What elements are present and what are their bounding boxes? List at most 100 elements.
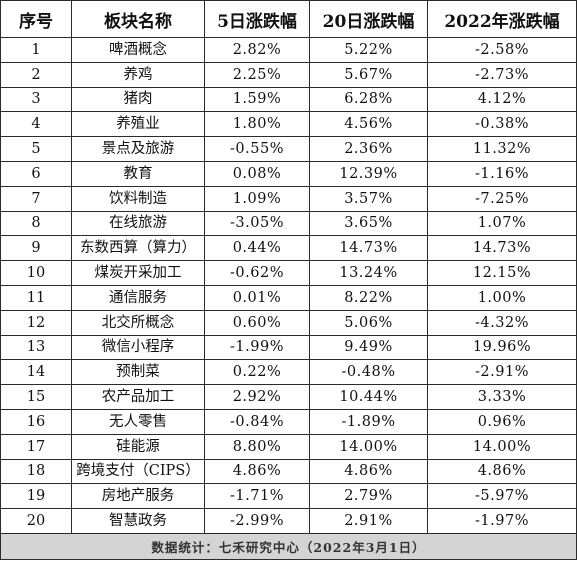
row-index-cell: 18 — [0, 458, 72, 485]
row-index-cell: 3 — [0, 86, 72, 113]
footer-row: 数据统计：七禾研究中心（2022年3月1日） — [0, 532, 577, 560]
table-row: 2 养鸡 2.25% 5.67% -2.73% — [0, 61, 577, 88]
row-index-cell: 16 — [0, 408, 72, 435]
header-cell-5day-change: 5日涨跌幅 — [204, 0, 310, 38]
change-2022-cell: -4.32% — [427, 309, 577, 336]
change-5day-cell: 1.09% — [204, 185, 310, 212]
change-2022-cell: 14.73% — [427, 235, 577, 262]
table-row: 11 通信服务 0.01% 8.22% 1.00% — [0, 284, 577, 311]
table-row: 17 硅能源 8.80% 14.00% 14.00% — [0, 433, 577, 460]
change-20day-cell: 5.06% — [309, 309, 428, 336]
change-5day-cell: 1.59% — [204, 86, 310, 113]
change-20day-cell: 14.73% — [309, 235, 428, 262]
table-row: 15 农产品加工 2.92% 10.44% 3.33% — [0, 384, 577, 410]
sector-name-cell: 养殖业 — [71, 111, 205, 138]
change-2022-cell: 19.96% — [427, 334, 577, 361]
header-cell-20day-change: 20日涨跌幅 — [309, 0, 428, 38]
row-index-cell: 20 — [0, 508, 72, 534]
change-20day-cell: -0.48% — [309, 359, 428, 386]
change-20day-cell: 4.56% — [309, 111, 428, 138]
sector-name-cell: 煤炭开采加工 — [71, 260, 205, 286]
sector-name-cell: 教育 — [71, 160, 205, 187]
sector-name-cell: 房地产服务 — [71, 483, 205, 510]
change-20day-cell: 5.67% — [309, 61, 428, 88]
change-5day-cell: -1.99% — [204, 334, 310, 361]
row-index-cell: 5 — [0, 136, 72, 162]
change-20day-cell: 4.86% — [309, 458, 428, 485]
change-5day-cell: 1.80% — [204, 111, 310, 138]
sector-name-cell: 硅能源 — [71, 433, 205, 460]
change-5day-cell: -0.55% — [204, 136, 310, 162]
change-2022-cell: 11.32% — [427, 136, 577, 162]
row-index-cell: 2 — [0, 61, 72, 88]
row-index-cell: 8 — [0, 210, 72, 237]
sector-name-cell: 猪肉 — [71, 86, 205, 113]
data-source-note: 数据统计：七禾研究中心（2022年3月1日） — [0, 532, 577, 560]
table-row: 4 养殖业 1.80% 4.56% -0.38% — [0, 111, 577, 138]
table-row: 5 景点及旅游 -0.55% 2.36% 11.32% — [0, 136, 577, 162]
change-2022-cell: 1.00% — [427, 284, 577, 311]
sector-name-cell: 在线旅游 — [71, 210, 205, 237]
sector-name-cell: 通信服务 — [71, 284, 205, 311]
change-20day-cell: 5.22% — [309, 37, 428, 63]
header-cell-2022-change: 2022年涨跌幅 — [427, 0, 577, 38]
table-row: 12 北交所概念 0.60% 5.06% -4.32% — [0, 309, 577, 336]
sector-name-cell: 养鸡 — [71, 61, 205, 88]
table-body: 1 啤酒概念 2.82% 5.22% -2.58% 2 养鸡 2.25% 5.67% -2.73%… — [0, 37, 577, 534]
change-2022-cell: 12.15% — [427, 260, 577, 286]
sector-name-cell: 北交所概念 — [71, 309, 205, 336]
change-2022-cell: -0.38% — [427, 111, 577, 138]
sector-name-cell: 预制菜 — [71, 359, 205, 386]
sector-name-cell: 跨境支付（CIPS） — [71, 458, 205, 485]
change-2022-cell: -1.16% — [427, 160, 577, 187]
sector-name-cell: 东数西算（算力） — [71, 235, 205, 262]
row-index-cell: 6 — [0, 160, 72, 187]
change-2022-cell: 0.96% — [427, 408, 577, 435]
header-row: 序号 板块名称 5日涨跌幅 20日涨跌幅 2022年涨跌幅 — [0, 0, 577, 38]
change-5day-cell: 8.80% — [204, 433, 310, 460]
table-row: 19 房地产服务 -1.71% 2.79% -5.97% — [0, 483, 577, 510]
row-index-cell: 11 — [0, 284, 72, 311]
change-20day-cell: 6.28% — [309, 86, 428, 113]
change-2022-cell: 4.12% — [427, 86, 577, 113]
header-cell-sector-name: 板块名称 — [71, 0, 205, 38]
table-row: 7 饮料制造 1.09% 3.57% -7.25% — [0, 185, 577, 212]
table-row: 18 跨境支付（CIPS） 4.86% 4.86% 4.86% — [0, 458, 577, 485]
change-5day-cell: 2.25% — [204, 61, 310, 88]
row-index-cell: 14 — [0, 359, 72, 386]
change-20day-cell: 13.24% — [309, 260, 428, 286]
table-row: 13 微信小程序 -1.99% 9.49% 19.96% — [0, 334, 577, 361]
change-20day-cell: 12.39% — [309, 160, 428, 187]
change-5day-cell: 0.44% — [204, 235, 310, 262]
header-cell-index: 序号 — [0, 0, 72, 38]
change-5day-cell: -0.84% — [204, 408, 310, 435]
table-row: 10 煤炭开采加工 -0.62% 13.24% 12.15% — [0, 260, 577, 286]
sector-name-cell: 农产品加工 — [71, 384, 205, 410]
change-20day-cell: -1.89% — [309, 408, 428, 435]
sector-name-cell: 饮料制造 — [71, 185, 205, 212]
change-5day-cell: -1.71% — [204, 483, 310, 510]
change-20day-cell: 2.36% — [309, 136, 428, 162]
row-index-cell: 17 — [0, 433, 72, 460]
table-row: 3 猪肉 1.59% 6.28% 4.12% — [0, 86, 577, 113]
table-row: 1 啤酒概念 2.82% 5.22% -2.58% — [0, 37, 577, 63]
table-row: 8 在线旅游 -3.05% 3.65% 1.07% — [0, 210, 577, 237]
change-2022-cell: -2.73% — [427, 61, 577, 88]
sector-name-cell: 无人零售 — [71, 408, 205, 435]
change-2022-cell: -5.97% — [427, 483, 577, 510]
change-20day-cell: 3.65% — [309, 210, 428, 237]
sector-name-cell: 啤酒概念 — [71, 37, 205, 63]
table-row: 16 无人零售 -0.84% -1.89% 0.96% — [0, 408, 577, 435]
table-row: 20 智慧政务 -2.99% 2.91% -1.97% — [0, 508, 577, 534]
change-2022-cell: 14.00% — [427, 433, 577, 460]
change-2022-cell: 4.86% — [427, 458, 577, 485]
change-2022-cell: 1.07% — [427, 210, 577, 237]
change-2022-cell: 3.33% — [427, 384, 577, 410]
table-row: 9 东数西算（算力） 0.44% 14.73% 14.73% — [0, 235, 577, 262]
row-index-cell: 9 — [0, 235, 72, 262]
change-20day-cell: 2.79% — [309, 483, 428, 510]
change-20day-cell: 3.57% — [309, 185, 428, 212]
change-5day-cell: 0.08% — [204, 160, 310, 187]
